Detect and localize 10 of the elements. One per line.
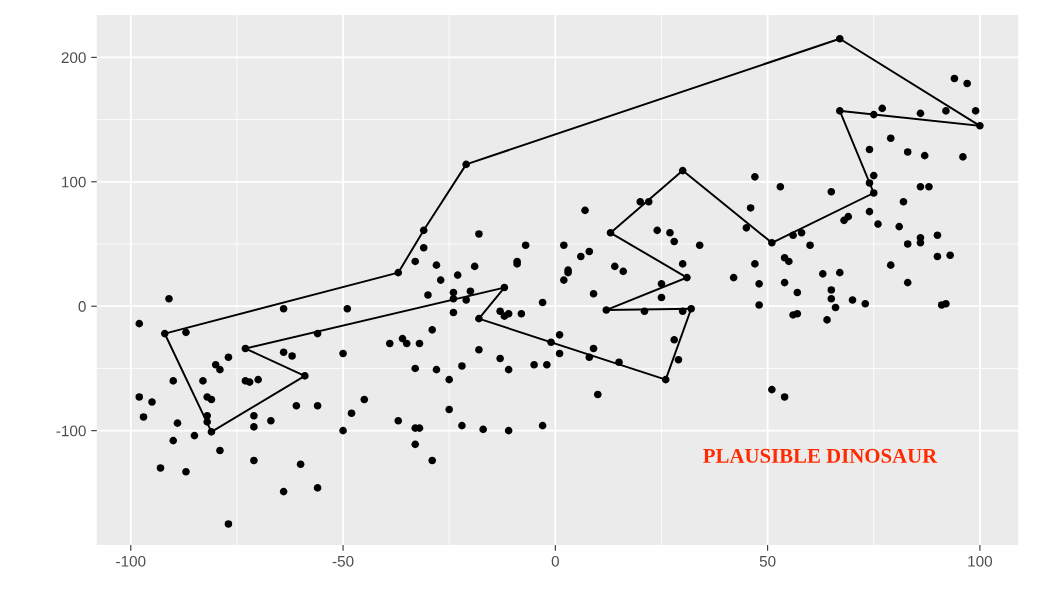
y-tick-label: 200 [61, 52, 86, 64]
x-tick-label: -100 [116, 555, 146, 567]
y-tick-label: 0 [78, 301, 86, 312]
x-tick-label: -50 [332, 555, 354, 567]
x-tick-label: 100 [968, 555, 993, 567]
y-tick-label: -100 [56, 425, 86, 437]
x-tick-label: 50 [759, 555, 776, 567]
x-tick-label: 0 [551, 555, 559, 567]
y-tick-label: 100 [62, 176, 86, 188]
annotation: PLAUSIBLE DINOSAUR [703, 448, 938, 463]
